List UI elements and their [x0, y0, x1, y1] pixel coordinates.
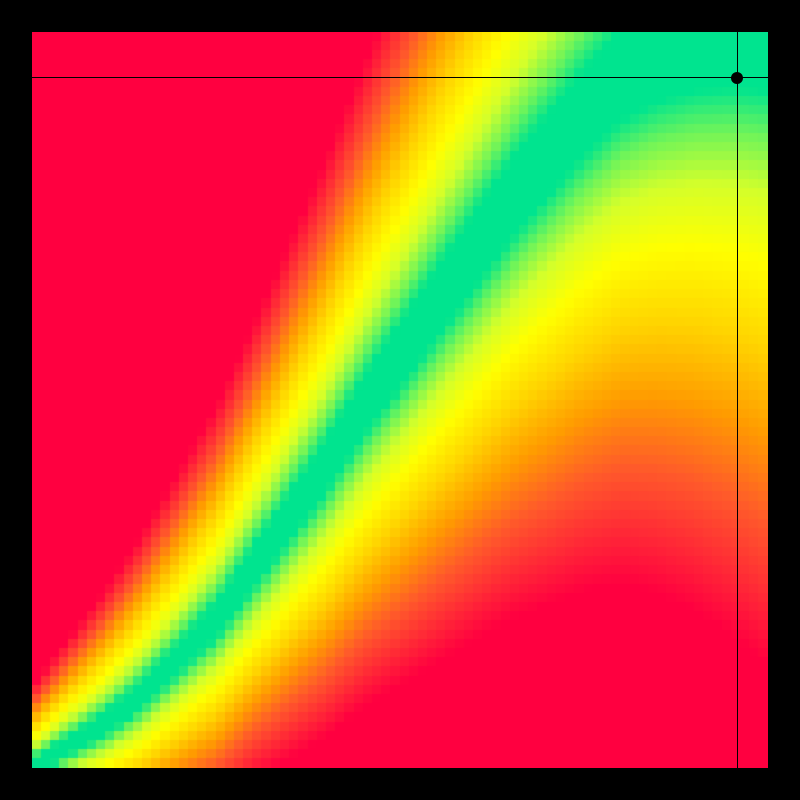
crosshair-horizontal: [32, 77, 768, 78]
frame-right: [768, 0, 800, 800]
bottleneck-heatmap: [32, 32, 768, 768]
frame-top: [0, 0, 800, 32]
crosshair-vertical: [737, 32, 738, 768]
frame-bottom: [0, 768, 800, 800]
frame-left: [0, 0, 32, 800]
crosshair-marker: [731, 72, 743, 84]
